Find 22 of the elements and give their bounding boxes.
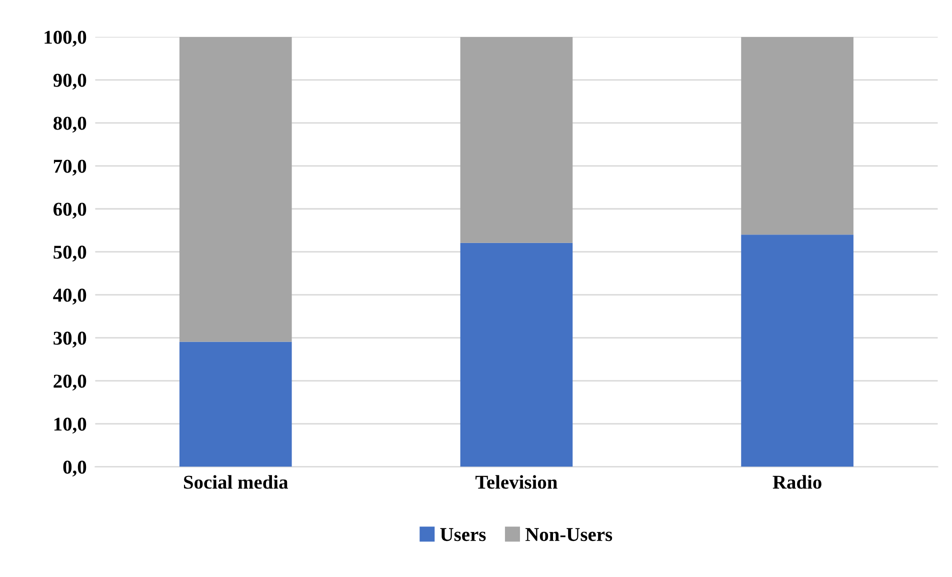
y-tick-label: 40,0 [53,288,86,305]
y-tick-label: 60,0 [54,202,86,219]
bar [741,36,854,235]
y-tick-label: 100,0 [44,30,86,47]
y-tick-label: 0,0 [63,460,86,477]
bar [460,242,573,467]
x-tick-label: Television [476,475,558,489]
y-tick-label: 10,0 [54,418,86,434]
legend-label: Non-Users [525,528,612,542]
legend-label: Users [440,528,486,542]
y-tick-label: 90,0 [53,74,86,90]
bar [179,342,292,467]
bar [460,36,573,243]
x-tick-label: Social media [184,475,288,489]
y-tick-label: 70,0 [54,160,86,176]
y-tick-label: 20,0 [54,374,86,391]
y-tick-label: 80,0 [53,116,86,133]
y-tick-label: 50,0 [54,246,86,262]
x-tick-label: Radio [772,475,822,489]
y-tick-label: 30,0 [54,332,86,348]
bar [179,36,292,342]
bar [741,234,854,467]
